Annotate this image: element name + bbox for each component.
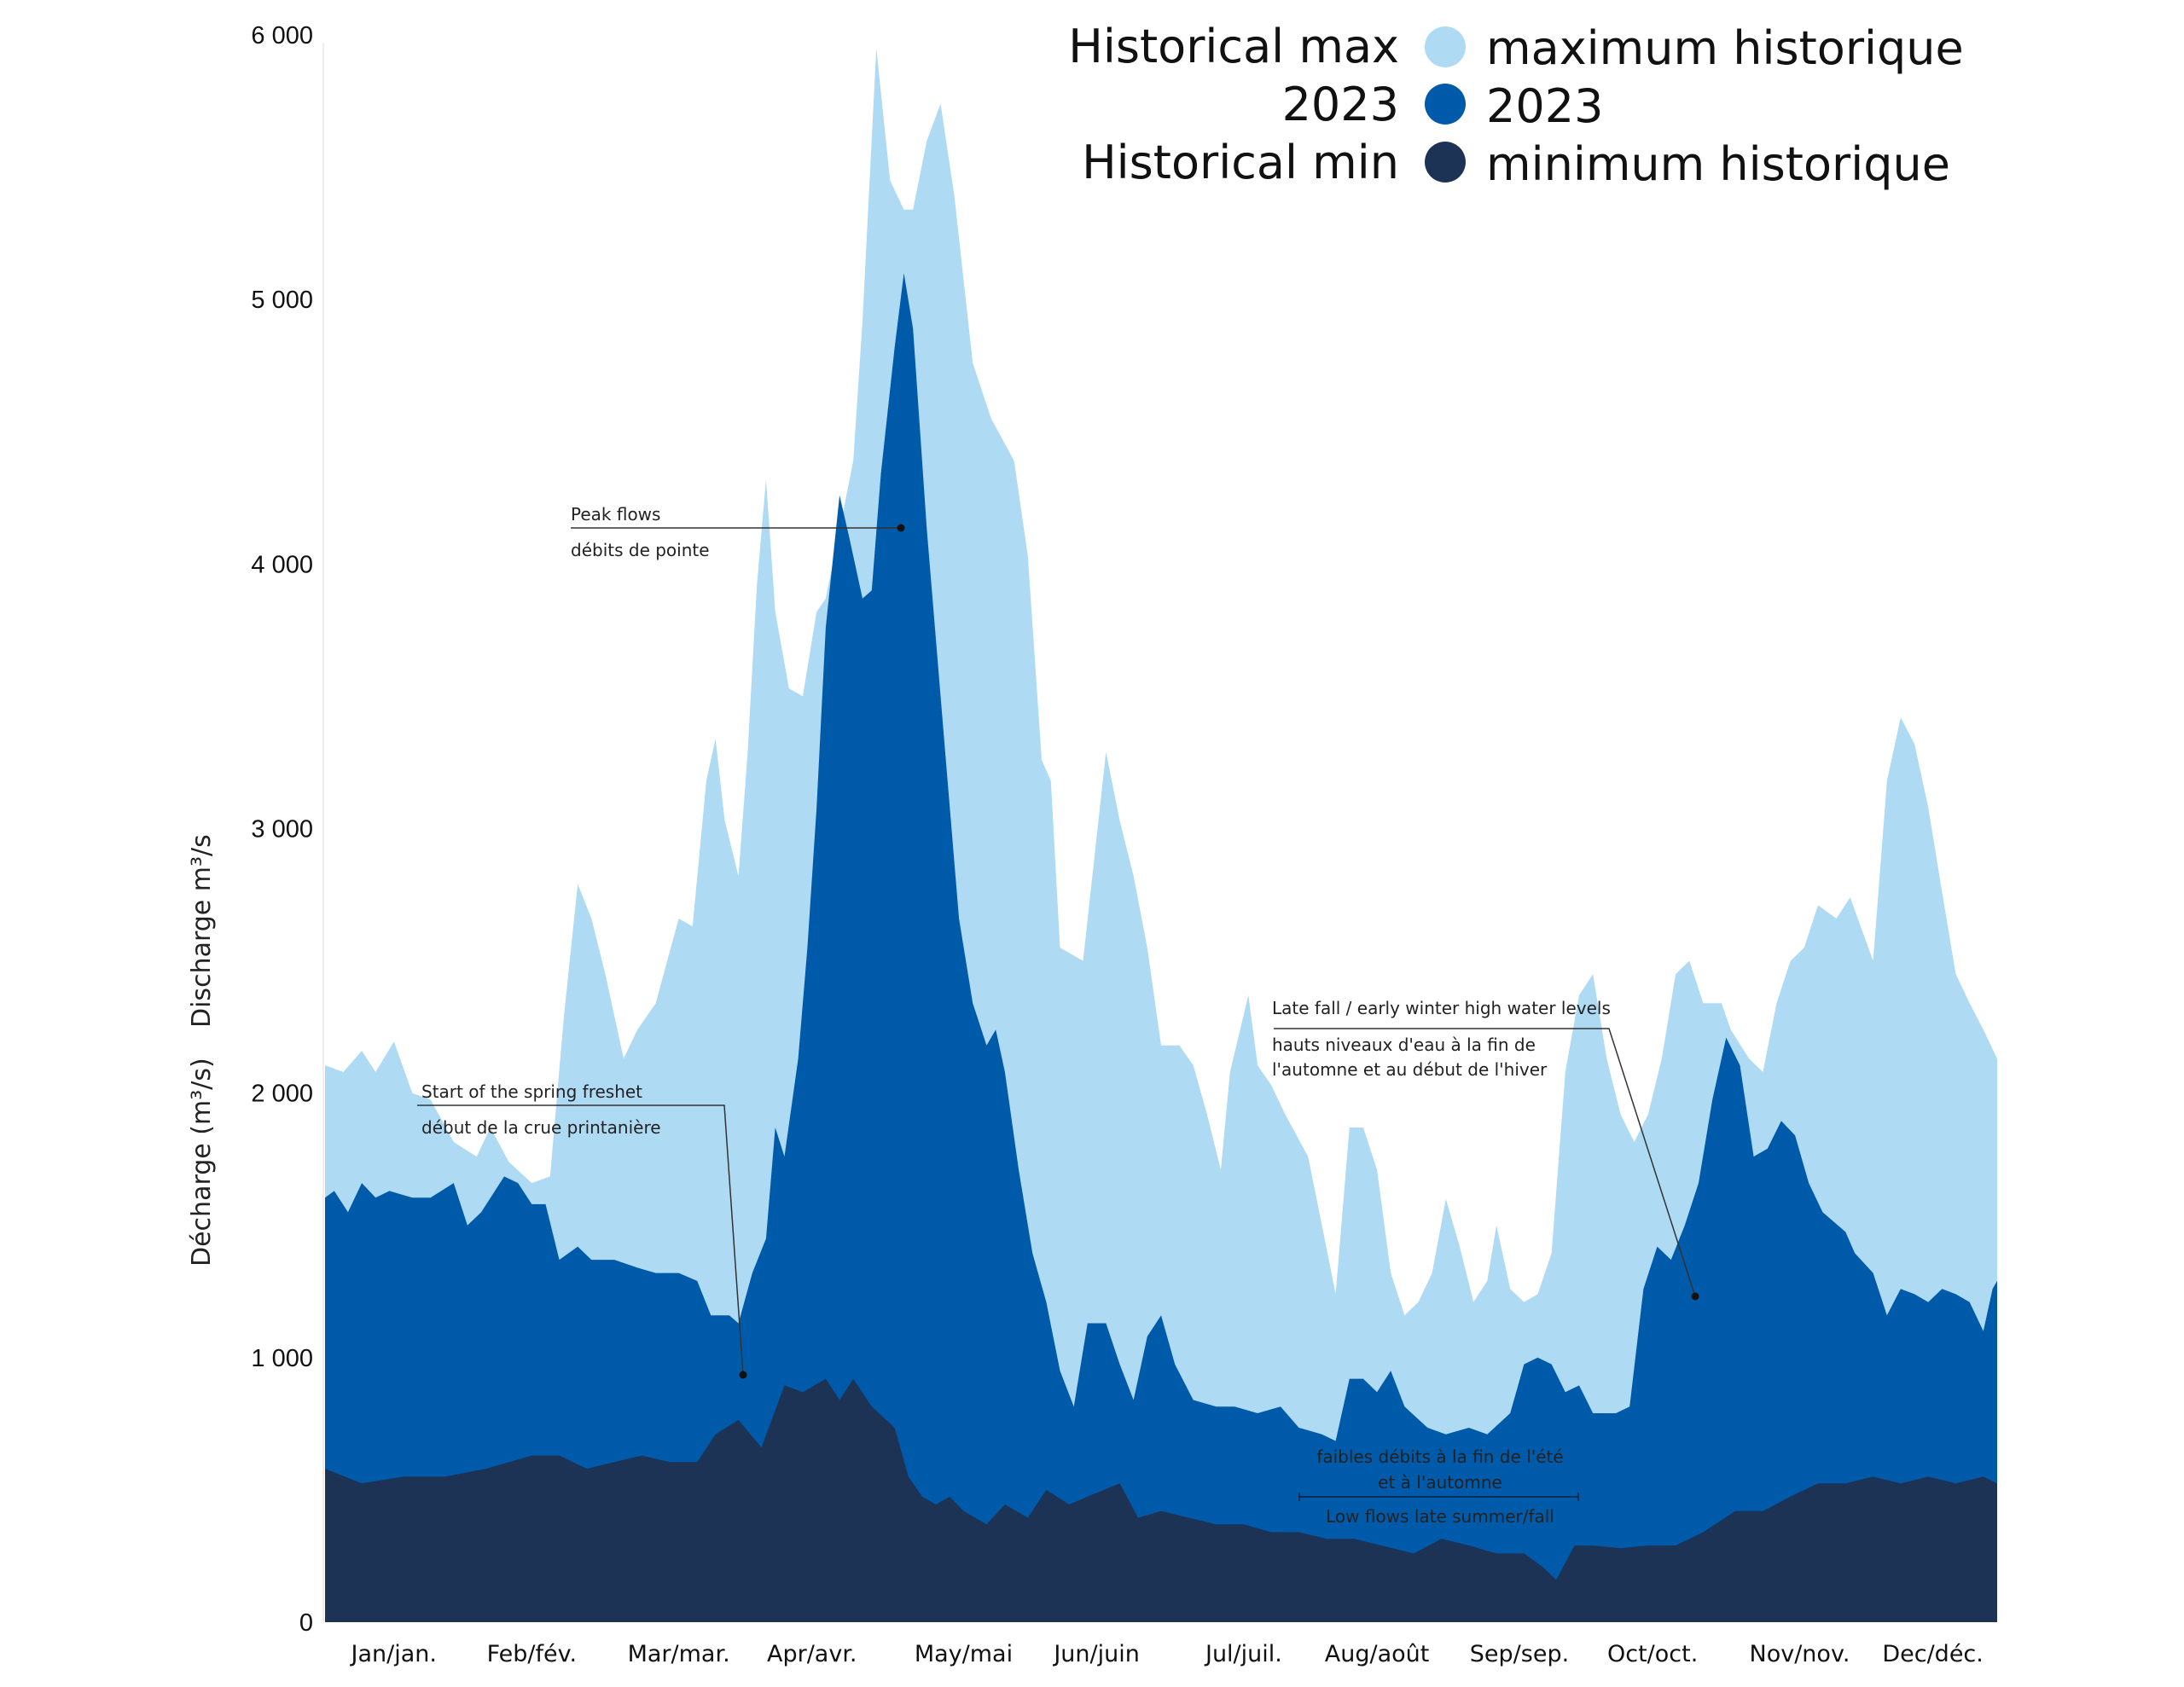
annotation-spring-freshet: Start of the spring freshet début de la …: [417, 1081, 747, 1379]
x-tick-label: Oct/oct.: [1607, 1641, 1698, 1667]
y-axis-title-en: Discharge m³/s: [187, 834, 217, 1028]
x-tick-label: Apr/avr.: [767, 1641, 857, 1667]
annotation-freshet-leader: [417, 1104, 744, 1376]
x-tick-label: Dec/déc.: [1882, 1641, 1984, 1667]
y-tick-label: 3 000: [251, 816, 313, 844]
annotation-freshet-dot: [739, 1371, 747, 1379]
x-tick-label: Feb/fév.: [487, 1641, 577, 1667]
annotation-latefall-en: Late fall / early winter high water leve…: [1272, 998, 1611, 1018]
x-tick-label: May/mai: [915, 1641, 1013, 1667]
legend-min-marker: [1425, 142, 1466, 183]
annotation-latefall-fr-2: l'automne et au début de l'hiver: [1272, 1059, 1548, 1080]
annotation-latefall-leader: [1274, 1028, 1696, 1297]
area-historical-max: [325, 48, 1997, 1622]
annotation-freshet-en: Start of the spring freshet: [421, 1081, 642, 1102]
legend-max-en: Historical max: [1068, 20, 1399, 73]
x-tick-label: Jan/jan.: [350, 1641, 437, 1667]
legend-min-en: Historical min: [1082, 136, 1399, 189]
annotation-peak-flows: Peak flows débits de pointe: [571, 504, 905, 560]
annotation-freshet-fr: début de la crue printanière: [421, 1117, 661, 1138]
annotation-peak-fr: débits de pointe: [571, 540, 710, 560]
legend-2023-fr: 2023: [1486, 79, 1603, 133]
x-tick-label: Jul/juil.: [1204, 1641, 1282, 1667]
annotation-peak-en: Peak flows: [571, 504, 660, 525]
annotation-lowflows-en: Low flows late summer/fall: [1326, 1506, 1554, 1527]
y-tick-label: 4 000: [251, 551, 313, 578]
x-tick-label: Jun/juin: [1052, 1641, 1140, 1667]
x-tick-label: Sep/sep.: [1470, 1641, 1569, 1667]
annotation-latefall-dot: [1691, 1292, 1699, 1301]
annotation-late-fall: Late fall / early winter high water leve…: [1272, 998, 1699, 1301]
y-tick-label: 1 000: [251, 1345, 313, 1372]
x-tick-label: Aug/août: [1325, 1641, 1430, 1667]
x-tick-label: Mar/mar.: [628, 1641, 730, 1667]
legend: Historical max maximum historique 2023 2…: [1068, 20, 1964, 191]
y-axis-title-fr: Décharge (m³/s): [187, 1058, 217, 1267]
x-tick-label: Nov/nov.: [1750, 1641, 1850, 1667]
y-tick-label: 2 000: [251, 1081, 313, 1108]
area-historical-min: [325, 1378, 1997, 1622]
annotation-peak-dot: [897, 524, 905, 532]
legend-max-marker: [1425, 26, 1466, 67]
annotation-latefall-fr-1: hauts niveaux d'eau à la fin de: [1272, 1035, 1536, 1055]
y-tick-label: 5 000: [251, 287, 313, 314]
annotation-lowflows-fr-1: faibles débits à la fin de l'été: [1316, 1446, 1563, 1467]
legend-2023-marker: [1425, 84, 1466, 125]
y-tick-label: 0: [299, 1609, 313, 1637]
legend-2023-en: 2023: [1282, 78, 1399, 131]
x-tick-labels: Jan/jan. Feb/fév. Mar/mar. Apr/avr. May/mai J…: [350, 1641, 1984, 1667]
annotation-lowflows-fr-2: et à l'automne: [1378, 1472, 1502, 1493]
annotation-low-flows: faibles débits à la fin de l'été et à l'…: [1298, 1446, 1579, 1527]
y-tick-labels: 0 1 000 2 000 3 000 4 000 5 000 6 000: [251, 22, 313, 1637]
y-tick-label: 6 000: [251, 22, 313, 49]
area-layers: [325, 48, 1997, 1623]
legend-min-fr: minimum historique: [1486, 137, 1950, 191]
legend-max-fr: maximum historique: [1486, 21, 1964, 75]
